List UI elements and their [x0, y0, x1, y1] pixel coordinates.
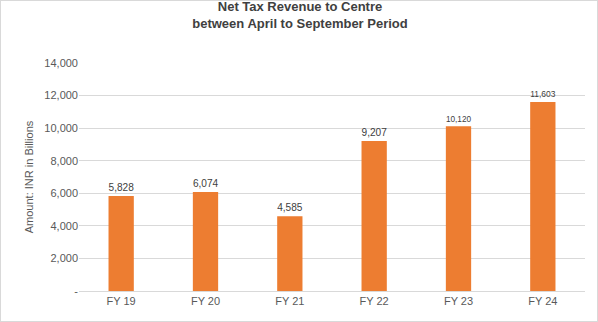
svg-text:6,000: 6,000	[50, 187, 78, 199]
svg-text:11,603: 11,603	[530, 89, 556, 99]
svg-text:4,585: 4,585	[277, 202, 303, 213]
svg-text:10,000: 10,000	[44, 122, 78, 134]
svg-text:FY 22: FY 22	[360, 295, 389, 307]
svg-text:4,000: 4,000	[50, 220, 78, 232]
svg-text:14,000: 14,000	[44, 57, 78, 69]
svg-text:5,828: 5,828	[109, 182, 135, 193]
svg-text:2,000: 2,000	[50, 252, 78, 264]
svg-text:-: -	[74, 285, 78, 297]
svg-text:Net Tax Revenue to Centrebetwe: Net Tax Revenue to Centrebetween April t…	[192, 1, 408, 31]
svg-text:Amount: INR in Billions: Amount: INR in Billions	[23, 120, 35, 233]
svg-text:FY 20: FY 20	[191, 295, 220, 307]
svg-text:8,000: 8,000	[50, 155, 78, 167]
svg-text:6,074: 6,074	[193, 178, 219, 189]
svg-text:FY 19: FY 19	[107, 295, 136, 307]
svg-text:10,120: 10,120	[446, 115, 472, 124]
svg-text:9,207: 9,207	[362, 127, 388, 138]
svg-text:12,000: 12,000	[44, 89, 78, 101]
svg-text:FY 23: FY 23	[444, 295, 473, 307]
svg-text:FY 21: FY 21	[275, 295, 304, 307]
svg-text:FY 24: FY 24	[528, 295, 557, 307]
